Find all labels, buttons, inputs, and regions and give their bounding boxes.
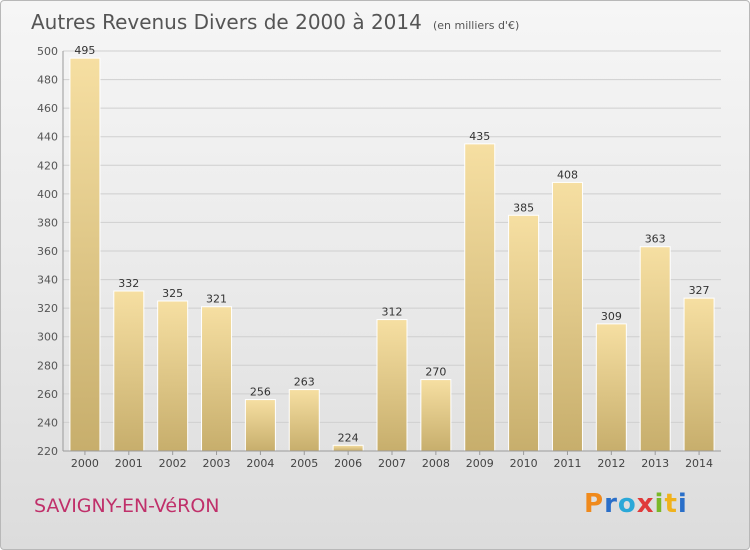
- value-label: 332: [118, 277, 139, 290]
- value-label: 309: [601, 310, 622, 323]
- y-tick-label: 460: [37, 102, 58, 115]
- value-label: 224: [338, 431, 359, 444]
- logo-letter: o: [617, 489, 637, 519]
- y-tick-label: 260: [37, 388, 58, 401]
- logo-letter: t: [664, 489, 678, 519]
- y-tick-label: 220: [37, 445, 58, 458]
- bar-2001: [113, 290, 145, 452]
- logo-letter: P: [584, 489, 605, 519]
- bar-2012: [595, 323, 627, 452]
- logo-letter: x: [636, 489, 655, 519]
- x-tick-label: 2003: [203, 457, 231, 470]
- value-label: 312: [382, 306, 403, 319]
- bar-2009: [464, 143, 496, 452]
- value-label: 363: [645, 233, 666, 246]
- y-tick-label: 340: [37, 274, 58, 287]
- bar-2004: [244, 399, 276, 452]
- value-label: 321: [206, 293, 227, 306]
- value-label: 270: [425, 366, 446, 379]
- x-tick-label: 2002: [159, 457, 187, 470]
- y-tick-label: 320: [37, 302, 58, 315]
- value-label: 408: [557, 168, 578, 181]
- x-tick-label: 2001: [115, 457, 143, 470]
- x-tick-label: 2005: [290, 457, 318, 470]
- y-tick-label: 480: [37, 74, 58, 87]
- y-tick-label: 240: [37, 416, 58, 429]
- x-tick-label: 2010: [510, 457, 538, 470]
- value-label: 327: [689, 284, 710, 297]
- logo-letter: i: [654, 489, 665, 519]
- y-tick-label: 440: [37, 131, 58, 144]
- bar-2005: [288, 389, 320, 452]
- y-tick-label: 360: [37, 245, 58, 258]
- logo-letter: i: [677, 489, 688, 519]
- y-tick-label: 300: [37, 331, 58, 344]
- chart-subtitle: (en milliers d'€): [432, 19, 520, 32]
- proxiti-logo: Proxiti: [584, 489, 688, 519]
- commune-name: SAVIGNY-EN-VéRON: [34, 495, 220, 517]
- value-label: 325: [162, 287, 183, 300]
- y-tick-label: 280: [37, 359, 58, 372]
- x-tick-label: 2011: [553, 457, 581, 470]
- x-tick-label: 2004: [246, 457, 274, 470]
- y-tick-label: 420: [37, 159, 58, 172]
- bar-2002: [157, 300, 189, 452]
- chart-title: Autres Revenus Divers de 2000 à 2014: [31, 10, 422, 34]
- y-tick-label: 380: [37, 216, 58, 229]
- chart-title-wrap: Autres Revenus Divers de 2000 à 2014 (en…: [31, 10, 519, 34]
- bar-2013: [639, 246, 671, 452]
- x-tick-label: 2008: [422, 457, 450, 470]
- bar-2010: [508, 214, 540, 452]
- value-label: 385: [513, 201, 534, 214]
- bar-2006: [332, 444, 364, 452]
- x-tick-label: 2006: [334, 457, 362, 470]
- value-label: 495: [74, 44, 95, 57]
- value-label: 256: [250, 386, 271, 399]
- x-tick-label: 2009: [466, 457, 494, 470]
- bar-2011: [551, 181, 583, 452]
- y-tick-label: 500: [37, 45, 58, 58]
- x-tick-label: 2014: [685, 457, 713, 470]
- bar-2007: [376, 319, 408, 452]
- logo-letter: r: [604, 489, 618, 519]
- bar-2014: [683, 297, 715, 452]
- x-tick-label: 2000: [71, 457, 99, 470]
- value-label: 263: [294, 376, 315, 389]
- bar-2008: [420, 379, 452, 452]
- x-tick-label: 2007: [378, 457, 406, 470]
- bar-2000: [69, 57, 101, 452]
- x-tick-label: 2012: [597, 457, 625, 470]
- x-tick-label: 2013: [641, 457, 669, 470]
- bar-2003: [201, 306, 233, 452]
- y-tick-label: 400: [37, 188, 58, 201]
- value-label: 435: [469, 130, 490, 143]
